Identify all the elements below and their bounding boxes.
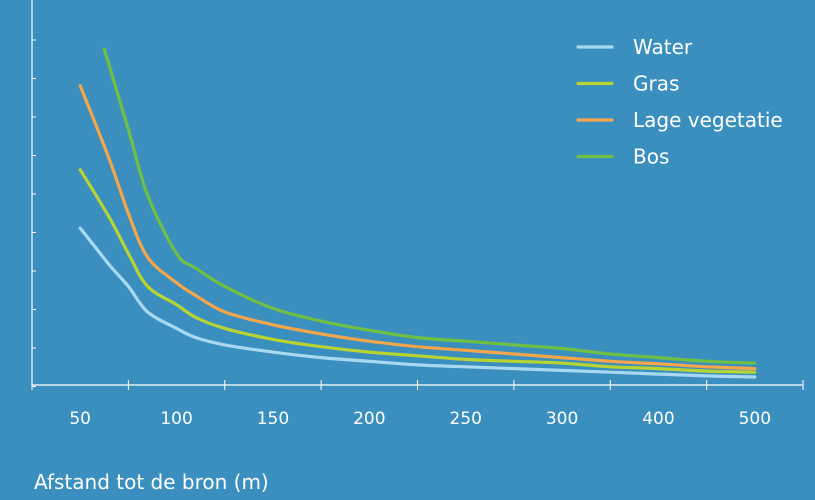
legend-item: Water (576, 35, 693, 59)
x-ticks (31, 380, 804, 390)
x-tick-label: 200 (353, 409, 385, 429)
series-line-lage-vegetatie (78, 84, 757, 371)
x-tick-label: 250 (449, 409, 481, 429)
x-axis-label: Afstand tot de bron (m) (34, 470, 269, 494)
x-tick-label: 150 (257, 409, 289, 429)
series-line-water (78, 226, 757, 379)
x-tick-label: 100 (160, 409, 192, 429)
x-tick-label: 500 (739, 409, 771, 429)
series-line-bos (102, 47, 757, 365)
x-tick-label: 50 (69, 409, 91, 429)
legend-label: Water (633, 35, 693, 59)
legend-item: Bos (576, 145, 669, 169)
legend-label: Bos (633, 145, 669, 169)
legend-label: Lage vegetatie (633, 108, 783, 132)
legend-item: Gras (576, 72, 679, 96)
legend: Water Gras Lage vegetatie Bos (576, 35, 783, 169)
series-lines (78, 47, 757, 379)
series-line-gras (78, 168, 757, 374)
x-tick-label: 400 (642, 409, 674, 429)
y-ticks (32, 39, 36, 387)
legend-item: Lage vegetatie (576, 108, 783, 132)
legend-label: Gras (633, 72, 679, 96)
x-tick-labels: 50 100 150 200 250 300 400 500 (69, 409, 771, 429)
x-tick-label: 300 (546, 409, 578, 429)
